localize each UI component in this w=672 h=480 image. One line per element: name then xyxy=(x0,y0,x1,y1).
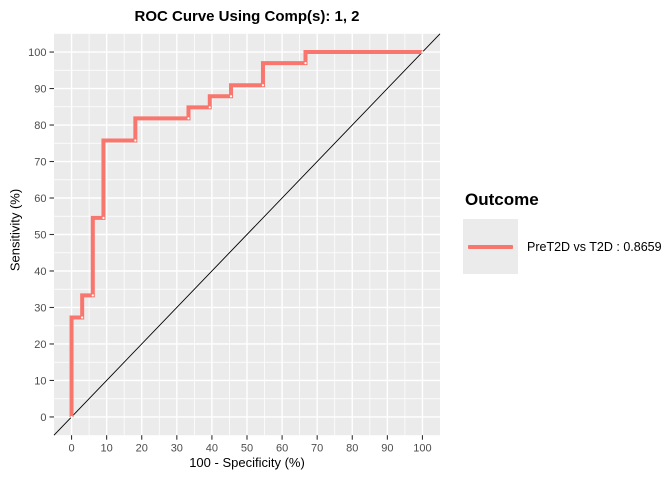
legend-entry-label: PreT2D vs T2D : 0.8659 xyxy=(527,239,662,254)
roc-data-point xyxy=(229,95,233,98)
roc-data-point xyxy=(91,294,94,297)
x-tick-label: 30 xyxy=(171,443,183,455)
roc-data-point xyxy=(261,84,265,87)
y-axis-title: Sensitivity (%) xyxy=(7,188,23,272)
x-axis-title: 100 - Specificity (%) xyxy=(189,455,305,470)
roc-line-icon xyxy=(468,244,513,249)
chart-title: ROC Curve Using Comp(s): 1, 2 xyxy=(134,8,360,25)
roc-data-point xyxy=(134,139,137,142)
x-tick-label: 60 xyxy=(276,443,288,455)
x-tick-label: 20 xyxy=(136,443,148,455)
x-tick-label: 0 xyxy=(68,443,74,455)
x-tick-label: 100 xyxy=(413,443,431,455)
x-tick-label: 80 xyxy=(346,443,358,455)
legend-entry: PreT2D vs T2D : 0.8659 xyxy=(463,219,668,274)
y-tick-label: 50 xyxy=(34,230,46,242)
y-tick-label: 30 xyxy=(34,302,46,314)
y-tick-label: 60 xyxy=(34,193,46,205)
x-tick-label: 70 xyxy=(311,443,323,455)
y-tick-label: 20 xyxy=(34,339,46,351)
y-tick-label: 10 xyxy=(34,375,46,387)
roc-data-point xyxy=(421,50,424,54)
x-tick-label: 90 xyxy=(381,443,393,455)
legend: Outcome PreT2D vs T2D : 0.8659 xyxy=(463,190,668,274)
x-tick-label: 50 xyxy=(241,443,253,455)
x-tick-label: 10 xyxy=(101,443,113,455)
legend-title: Outcome xyxy=(465,190,539,209)
y-tick-label: 0 xyxy=(40,412,46,424)
roc-data-point xyxy=(81,316,84,319)
roc-data-point xyxy=(102,216,105,219)
chance-diagonal-line xyxy=(53,33,441,436)
y-tick-label: 80 xyxy=(34,120,46,132)
y-tick-label: 70 xyxy=(34,157,46,169)
x-tick-label: 40 xyxy=(206,443,218,455)
roc-data-point xyxy=(208,106,211,109)
legend-key-box xyxy=(463,219,518,274)
roc-data-point xyxy=(70,415,73,419)
y-tick-label: 100 xyxy=(28,47,46,59)
roc-data-point xyxy=(304,62,307,65)
roc-data-point xyxy=(187,117,190,120)
y-tick-label: 40 xyxy=(34,266,46,278)
y-tick-label: 90 xyxy=(34,84,46,96)
